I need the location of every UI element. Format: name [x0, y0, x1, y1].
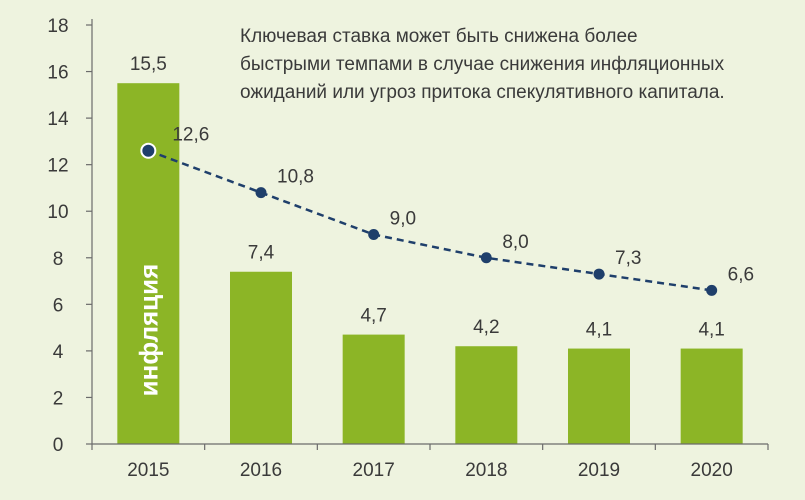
bar-value-label-2016: 7,4: [248, 243, 275, 264]
y-tick-label-8: 8: [53, 249, 64, 270]
x-tick-label-2018: 2018: [465, 460, 507, 481]
y-tick-label-12: 12: [47, 156, 68, 177]
bar-2018: [455, 346, 518, 444]
x-tick-label-2015: 2015: [127, 460, 169, 481]
rate-point-2019: [593, 268, 605, 280]
rate-point-2020: [706, 284, 718, 296]
rate-value-label-2019: 7,3: [615, 248, 641, 269]
bar-value-label-2017: 4,7: [360, 306, 386, 327]
rate-value-label-2017: 9,0: [390, 209, 416, 230]
annotation-line-3: ожиданий или угроз притока спекулятивног…: [240, 82, 725, 103]
y-tick-label-2: 2: [53, 388, 64, 409]
rate-line: [147, 149, 712, 292]
bar-2020: [680, 348, 743, 444]
bar-value-label-2019: 4,1: [586, 320, 612, 341]
rate-point-2016: [255, 187, 267, 199]
bar-value-label-2015: 15,5: [130, 54, 167, 75]
bars-layer: [117, 83, 743, 444]
axes-layer: 0 2 4 6 8 10 12 14 16 18 2015 2016 2017 2018 2019 2020: [47, 16, 769, 481]
rate-point-2017: [368, 229, 380, 240]
bar-2017: [342, 334, 405, 444]
bar-2019: [568, 348, 630, 444]
x-tick-label-2020: 2020: [691, 460, 733, 481]
y-tick-label-6: 6: [53, 295, 64, 316]
x-tick-label-2016: 2016: [240, 460, 282, 481]
bar-value-label-2018: 4,2: [473, 317, 499, 338]
bar-inner-label: инфляция: [133, 264, 163, 397]
y-tick-label-18: 18: [47, 16, 68, 37]
rate-value-label-2015: 12,6: [172, 125, 209, 146]
bar-2016: [230, 271, 292, 444]
x-tick-label-2017: 2017: [353, 460, 395, 481]
rate-value-label-2020: 6,6: [728, 264, 754, 285]
y-tick-label-16: 16: [47, 63, 68, 84]
x-tick-label-2019: 2019: [578, 460, 620, 481]
y-tick-label-0: 0: [53, 435, 64, 456]
y-tick-label-14: 14: [47, 109, 69, 130]
annotation: Ключевая ставка может быть снижена более…: [240, 26, 725, 103]
rate-point-2015: [140, 142, 157, 159]
annotation-line-1: Ключевая ставка может быть снижена более: [240, 26, 638, 47]
bar-value-label-2020: 4,1: [698, 320, 724, 341]
rate-value-label-2018: 8,0: [502, 232, 528, 253]
rate-point-2018: [480, 252, 492, 264]
annotation-line-2: быстрыми темпами в случае снижения инфля…: [240, 54, 725, 75]
y-tick-label-10: 10: [47, 202, 68, 223]
line-layer: [140, 142, 718, 296]
rate-value-label-2016: 10,8: [277, 167, 314, 188]
labels-layer: 15,5 7,4 4,7 4,2 4,1 4,1 12,6 10,8 9,0 8,0 7,3 6,6: [130, 54, 754, 340]
y-tick-label-4: 4: [53, 342, 64, 363]
